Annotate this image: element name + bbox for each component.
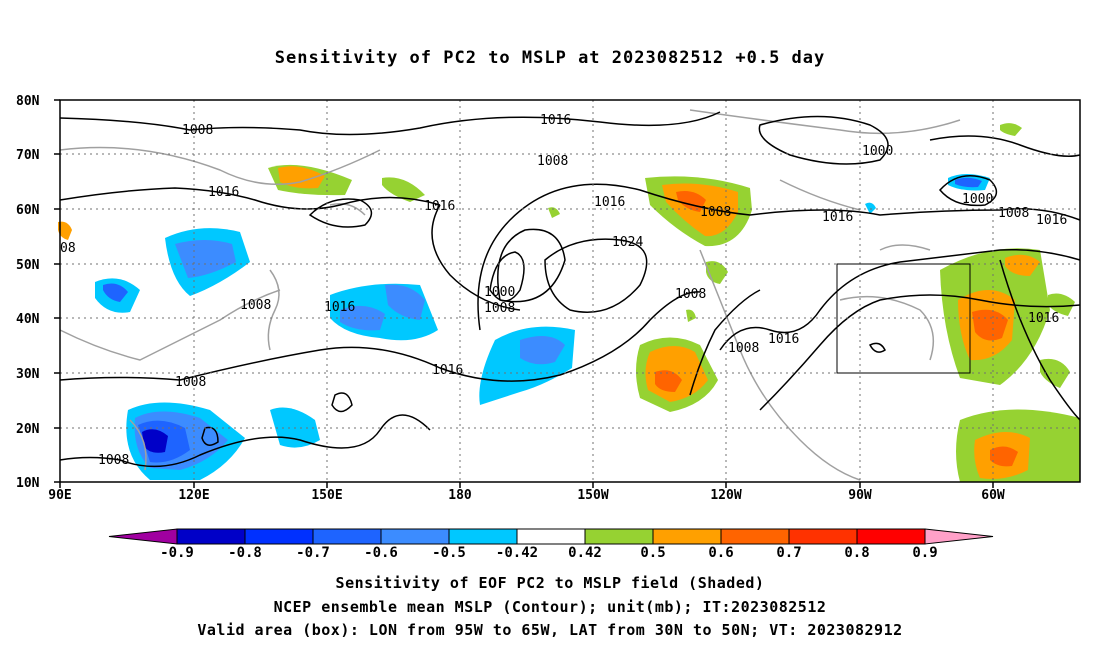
plot-frame — [59, 99, 1081, 483]
contour-label: 1016 — [424, 199, 455, 214]
colorbar-swatch — [856, 528, 926, 545]
colorbar-label: 0.7 — [776, 545, 801, 561]
colorbar-label: 0.9 — [912, 545, 937, 561]
lon-tick-label: 120W — [710, 488, 741, 503]
lat-tick-label: 30N — [16, 367, 40, 382]
colorbar-swatch — [448, 528, 518, 545]
mslp-contours — [59, 111, 1081, 468]
lon-tick-label: 120E — [178, 488, 209, 503]
contour-label: 1008 — [240, 298, 271, 313]
lon-tick-label: 90W — [848, 488, 872, 503]
colorbar-swatch — [584, 528, 654, 545]
contour-label: 1016 — [594, 195, 625, 210]
colorbar-label: 0.5 — [640, 545, 665, 561]
contour-label: 1016 — [1028, 311, 1059, 326]
lon-tick-label: 180 — [448, 488, 472, 503]
lon-tick-label: 90E — [48, 488, 71, 503]
contour-label: 1000 — [962, 192, 993, 207]
contour-label: 1008 — [98, 453, 129, 468]
lon-tick-label: 150W — [577, 488, 608, 503]
contour-label: 1008 — [998, 206, 1029, 221]
colorbar-label: -0.9 — [160, 545, 194, 561]
colorbar-labels: -0.9 -0.8 -0.7 -0.6 -0.5 -0.42 0.42 0.5 … — [160, 545, 938, 561]
contour-labels: 1008 1016 1008 1016 1000 1008 1016 1016 … — [60, 113, 1067, 468]
contour-label: 1016 — [324, 300, 355, 315]
colorbar-swatch — [788, 528, 858, 545]
colorbar-swatch — [924, 528, 994, 545]
contour-label: 08 — [60, 241, 76, 256]
colorbar-swatch — [176, 528, 246, 545]
contour-label: 1008 — [182, 123, 213, 138]
colorbar-swatch — [380, 528, 450, 545]
contour-label: 1008 — [728, 341, 759, 356]
lon-tick-label: 150E — [311, 488, 342, 503]
coastlines — [59, 109, 961, 481]
colorbar-label: -0.7 — [296, 545, 330, 561]
latitude-axis: 80N 70N 60N 50N 40N 30N 20N 10N — [16, 94, 40, 491]
contour-label: 1016 — [822, 210, 853, 225]
lat-tick-label: 60N — [16, 203, 40, 218]
contour-label: 1008 — [537, 154, 568, 169]
map-title: Sensitivity of PC2 to MSLP at 2023082512… — [274, 48, 826, 68]
grid — [60, 100, 1080, 482]
colorbar-label: 0.8 — [844, 545, 869, 561]
colorbar-label: 0.42 — [568, 545, 602, 561]
contour-label: 1016 — [540, 113, 571, 128]
colorbar-swatch — [244, 528, 314, 545]
contour-label: 1000 — [862, 144, 893, 159]
lat-tick-label: 10N — [16, 476, 40, 491]
colorbar-swatch — [108, 528, 178, 545]
sensitivity-shading — [58, 123, 1080, 482]
caption-contour: NCEP ensemble mean MSLP (Contour); unit(… — [273, 598, 827, 616]
lat-tick-label: 80N — [16, 94, 40, 109]
colorbar-label: -0.8 — [228, 545, 262, 561]
lat-tick-label: 50N — [16, 258, 40, 273]
contour-label: 1016 — [208, 185, 239, 200]
contour-label: 1008 — [675, 287, 706, 302]
colorbar-swatch — [312, 528, 382, 545]
caption-valid-area: Valid area (box): LON from 95W to 65W, L… — [197, 621, 903, 639]
contour-label: 1016 — [1036, 213, 1067, 228]
contour-label: 1000 — [484, 285, 515, 300]
colorbar — [108, 528, 994, 545]
contour-label: 1008 — [484, 301, 515, 316]
contour-label: 1016 — [432, 363, 463, 378]
lat-tick-label: 70N — [16, 148, 40, 163]
colorbar-label: -0.6 — [364, 545, 398, 561]
lat-tick-label: 40N — [16, 312, 40, 327]
longitude-axis: 90E 120E 150E 180 150W 120W 90W 60W — [48, 488, 1005, 503]
colorbar-label: -0.5 — [432, 545, 466, 561]
valid-area-box — [836, 263, 971, 374]
contour-label: 1008 — [175, 375, 206, 390]
contour-label: 1024 — [612, 235, 643, 250]
lat-tick-label: 20N — [16, 422, 40, 437]
contour-label: 1016 — [768, 332, 799, 347]
colorbar-swatch — [720, 528, 790, 545]
caption-shaded: Sensitivity of EOF PC2 to MSLP field (Sh… — [335, 574, 765, 592]
colorbar-label: 0.6 — [708, 545, 733, 561]
contour-label: 1008 — [700, 205, 731, 220]
colorbar-swatch — [652, 528, 722, 545]
colorbar-label: -0.42 — [496, 545, 538, 561]
colorbar-swatch — [516, 528, 586, 545]
lon-tick-label: 60W — [981, 488, 1005, 503]
